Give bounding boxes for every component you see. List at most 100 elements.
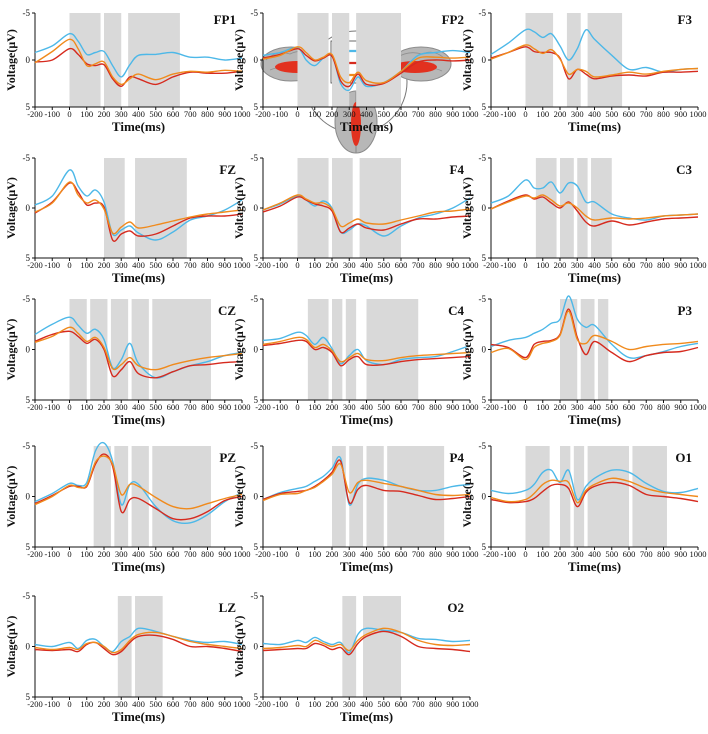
series-line-o1-neutral [490, 481, 699, 508]
shaded-window-o1-2 [573, 446, 585, 547]
y-tick-label-f3-2: 5 [482, 102, 487, 112]
x-tick-label-fz-11: 900 [218, 260, 231, 270]
panel-title-fp1: FP1 [214, 12, 236, 27]
x-tick-label-p4-11: 900 [446, 549, 459, 559]
shaded-window-c3-1 [560, 158, 574, 258]
x-tick-label-c3-9: 700 [640, 260, 653, 270]
panel-title-o2: O2 [447, 600, 464, 615]
series-line-lz-positive [34, 627, 243, 653]
series-line-fp1-negative [34, 38, 243, 86]
x-axis-label-fp2: Time(ms) [340, 119, 393, 134]
x-tick-label-f3-1: -100 [500, 109, 516, 119]
y-axis-label-pz: Voltage(μV) [4, 466, 18, 528]
panel-title-p4: P4 [450, 450, 465, 465]
x-tick-label-pz-0: -200 [27, 549, 43, 559]
y-tick-label-fz-1: 0 [26, 203, 31, 213]
x-tick-label-p3-8: 600 [623, 402, 636, 412]
y-tick-label-lz-2: 5 [26, 692, 31, 702]
x-tick-label-fz-12: 1000 [234, 260, 251, 270]
x-axis-label-c3: Time(ms) [568, 270, 621, 285]
x-tick-label-pz-2: 0 [67, 549, 71, 559]
x-tick-label-fz-5: 300 [115, 260, 128, 270]
x-tick-label-p4-7: 500 [377, 549, 390, 559]
x-tick-label-cz-2: 0 [67, 402, 71, 412]
y-tick-label-c4-2: 5 [254, 395, 259, 405]
x-axis-label-pz: Time(ms) [112, 559, 165, 574]
x-axis-label-f4: Time(ms) [340, 270, 393, 285]
y-tick-label-fp1-0: -5 [23, 8, 31, 18]
x-tick-label-fz-7: 500 [149, 260, 162, 270]
y-tick-label-pz-2: 5 [26, 542, 31, 552]
y-axis-label-fp1: Voltage(μV) [4, 29, 18, 91]
x-tick-label-cz-5: 300 [115, 402, 128, 412]
x-tick-label-fz-8: 600 [167, 260, 180, 270]
panel-title-c3: C3 [676, 162, 692, 177]
x-tick-label-fz-10: 800 [201, 260, 214, 270]
shaded-window-c3-0 [535, 158, 557, 258]
y-tick-label-c3-0: -5 [479, 153, 487, 163]
x-tick-label-o1-10: 800 [657, 549, 670, 559]
shaded-window-f4-1 [332, 158, 353, 258]
x-tick-label-p3-1: -100 [500, 402, 516, 412]
shaded-window-o1-1 [560, 446, 571, 547]
panel-p4: -5 0 5-200 -100 0 100 200 300 400 500 600 700 800 900… [232, 441, 479, 574]
y-axis-label-cz: Voltage(μV) [4, 319, 18, 381]
shaded-window-fp1-0 [69, 13, 101, 107]
shaded-window-fp1-1 [104, 13, 122, 107]
x-tick-label-lz-6: 400 [132, 699, 145, 709]
series-line-o2-neutral [262, 630, 471, 656]
series-line-o1-negative [490, 477, 699, 504]
x-tick-label-fp2-8: 600 [395, 109, 408, 119]
x-tick-label-fp1-12: 1000 [234, 109, 251, 119]
y-tick-label-c4-0: -5 [251, 294, 259, 304]
x-axis-label-p4: Time(ms) [340, 559, 393, 574]
x-tick-label-c4-0: -200 [255, 402, 271, 412]
y-axis-label-p3: Voltage(μV) [460, 319, 474, 381]
x-tick-label-p3-9: 700 [640, 402, 653, 412]
x-tick-label-fp2-5: 300 [343, 109, 356, 119]
panel-title-f4: F4 [450, 162, 465, 177]
series-line-f4-negative [262, 194, 471, 228]
y-axis-label-lz: Voltage(μV) [4, 616, 18, 678]
x-tick-label-p3-7: 500 [605, 402, 618, 412]
panel-title-o1: O1 [675, 450, 692, 465]
x-tick-label-o2-7: 500 [377, 699, 390, 709]
panel-lz: -5 0 5-200 -100 0 100 200 300 400 500 600 700 800 900… [4, 591, 251, 724]
x-tick-label-cz-8: 600 [167, 402, 180, 412]
x-tick-label-fp1-8: 600 [167, 109, 180, 119]
series-line-fz-positive [34, 169, 243, 241]
x-tick-label-f4-9: 700 [412, 260, 425, 270]
x-tick-label-o2-8: 600 [395, 699, 408, 709]
series-line-p3-negative [490, 310, 699, 361]
x-tick-label-c3-5: 300 [571, 260, 584, 270]
x-tick-label-c3-8: 600 [623, 260, 636, 270]
shaded-window-cz-0 [69, 299, 87, 400]
y-tick-label-pz-1: 0 [26, 492, 31, 502]
x-tick-label-o1-11: 900 [674, 549, 687, 559]
panel-fz: -5 0 5-200 -100 0 100 200 300 400 500 600 700 800 900… [4, 153, 251, 285]
series-line-p4-negative [262, 462, 471, 502]
x-tick-label-c3-10: 800 [657, 260, 670, 270]
series-line-o2-positive [262, 627, 471, 654]
x-tick-label-p4-2: 0 [295, 549, 299, 559]
y-axis-label-fp2: Voltage(μV) [232, 29, 246, 91]
x-tick-label-f4-8: 600 [395, 260, 408, 270]
x-tick-label-pz-12: 1000 [234, 549, 251, 559]
y-tick-label-f4-2: 5 [254, 253, 259, 263]
x-tick-label-o2-11: 900 [446, 699, 459, 709]
x-tick-label-o2-12: 1000 [462, 699, 479, 709]
y-tick-label-o1-2: 5 [482, 542, 487, 552]
panel-o2: -5 0 5-200 -100 0 100 200 300 400 500 600 700 800 900… [232, 591, 479, 724]
y-tick-label-fp2-0: -5 [251, 8, 259, 18]
x-axis-label-o1: Time(ms) [568, 559, 621, 574]
x-tick-label-p4-10: 800 [429, 549, 442, 559]
series-line-fp2-neutral [262, 47, 471, 88]
x-tick-label-lz-1: -100 [44, 699, 60, 709]
x-tick-label-o1-5: 300 [571, 549, 584, 559]
x-tick-label-cz-1: -100 [44, 402, 60, 412]
x-tick-label-pz-5: 300 [115, 549, 128, 559]
panel-c4: -5 0 5-200 -100 0 100 200 300 400 500 600 700 800 900… [232, 294, 479, 427]
x-tick-label-o1-4: 200 [554, 549, 567, 559]
x-tick-label-fp2-10: 800 [429, 109, 442, 119]
shaded-window-cz-2 [110, 299, 129, 400]
